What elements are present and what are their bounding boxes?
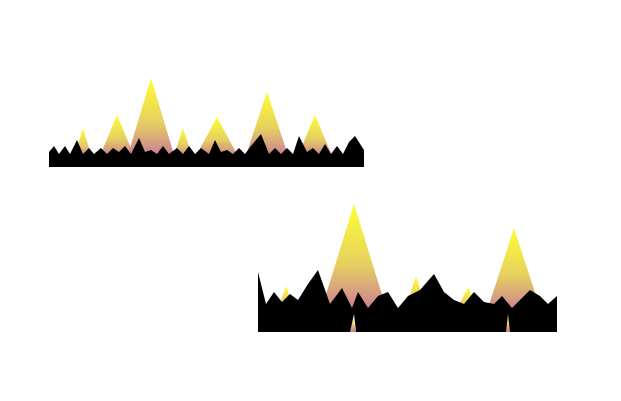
black-silhouette bbox=[258, 270, 557, 332]
flame-mountain-strip-small bbox=[49, 78, 364, 167]
flame-mountain-strip-large bbox=[258, 204, 557, 332]
black-silhouette bbox=[49, 134, 364, 167]
